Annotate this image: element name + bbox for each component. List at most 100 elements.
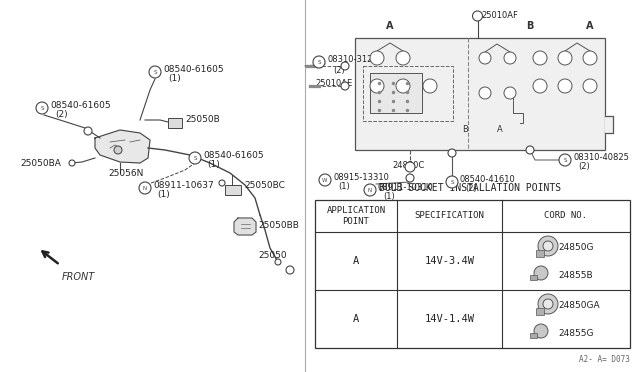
Text: S: S: [317, 60, 321, 64]
Circle shape: [396, 79, 410, 93]
Text: APPLICATION
POINT: APPLICATION POINT: [326, 206, 385, 226]
Text: 25010AF: 25010AF: [481, 10, 518, 19]
Bar: [225, 185, 241, 195]
Text: (1): (1): [383, 192, 395, 202]
Text: SPECIFICATION: SPECIFICATION: [415, 212, 484, 221]
Bar: [530, 275, 537, 280]
Text: B: B: [462, 125, 468, 134]
Text: 14V-1.4W: 14V-1.4W: [424, 314, 474, 324]
Bar: [355, 38, 605, 150]
Text: 08540-41610: 08540-41610: [460, 174, 516, 183]
Text: B: B: [526, 21, 534, 31]
Text: FRONT: FRONT: [62, 272, 95, 282]
Circle shape: [370, 79, 384, 93]
Text: N: N: [368, 187, 372, 192]
Text: 24850G: 24850G: [558, 244, 593, 253]
Polygon shape: [95, 130, 150, 163]
Circle shape: [286, 266, 294, 274]
Text: S: S: [40, 106, 44, 110]
Text: (2): (2): [578, 163, 589, 171]
Circle shape: [313, 56, 325, 68]
Bar: [536, 308, 544, 315]
Text: 08915-13310: 08915-13310: [333, 173, 389, 182]
Circle shape: [526, 146, 534, 154]
Circle shape: [543, 241, 553, 251]
Circle shape: [504, 87, 516, 99]
Text: S: S: [563, 157, 567, 163]
Circle shape: [504, 52, 516, 64]
Text: 25050B: 25050B: [185, 115, 220, 125]
Circle shape: [149, 66, 161, 78]
Bar: [168, 118, 182, 128]
Text: S: S: [193, 155, 196, 160]
Text: (2): (2): [465, 185, 477, 193]
Circle shape: [448, 149, 456, 157]
Text: 25050BA: 25050BA: [20, 158, 61, 167]
Text: S: S: [153, 70, 157, 74]
Text: 25050: 25050: [258, 250, 287, 260]
Text: (1): (1): [338, 183, 349, 192]
Text: (1): (1): [157, 190, 170, 199]
Circle shape: [69, 160, 75, 166]
Polygon shape: [605, 116, 613, 133]
Text: 08911-10637: 08911-10637: [153, 180, 214, 189]
Circle shape: [370, 51, 384, 65]
Circle shape: [341, 82, 349, 90]
Circle shape: [558, 79, 572, 93]
Circle shape: [543, 299, 553, 309]
Text: (1): (1): [168, 74, 180, 83]
Text: 25056N: 25056N: [108, 169, 143, 177]
Text: 24850C: 24850C: [392, 160, 424, 170]
Text: A: A: [353, 256, 359, 266]
Polygon shape: [234, 218, 256, 235]
Text: 08540-61605: 08540-61605: [203, 151, 264, 160]
Text: S: S: [451, 180, 454, 185]
Circle shape: [189, 152, 201, 164]
Circle shape: [534, 266, 548, 280]
Circle shape: [275, 259, 281, 265]
Text: A: A: [586, 21, 594, 31]
Text: (2): (2): [333, 65, 345, 74]
Text: 08540-61605: 08540-61605: [163, 64, 223, 74]
Circle shape: [472, 11, 483, 21]
Circle shape: [423, 79, 437, 93]
Circle shape: [533, 79, 547, 93]
Text: 08540-61605: 08540-61605: [50, 100, 111, 109]
Circle shape: [364, 184, 376, 196]
Text: CORD NO.: CORD NO.: [545, 212, 588, 221]
Text: A: A: [497, 125, 503, 134]
Text: 24855B: 24855B: [558, 270, 593, 279]
Circle shape: [479, 52, 491, 64]
Circle shape: [559, 154, 571, 166]
Text: N: N: [143, 186, 147, 190]
Circle shape: [533, 51, 547, 65]
Text: 08310-31225: 08310-31225: [327, 55, 383, 64]
Text: 14V-3.4W: 14V-3.4W: [424, 256, 474, 266]
Text: 24855G: 24855G: [558, 328, 593, 337]
Circle shape: [405, 162, 415, 172]
Circle shape: [319, 174, 331, 186]
Circle shape: [219, 180, 225, 186]
Circle shape: [139, 182, 151, 194]
Circle shape: [583, 51, 597, 65]
Bar: [530, 333, 537, 338]
Circle shape: [538, 236, 558, 256]
Text: (2): (2): [55, 109, 68, 119]
Text: (1): (1): [207, 160, 220, 169]
Text: 08310-40825: 08310-40825: [573, 153, 629, 161]
Text: 25010AE: 25010AE: [315, 80, 352, 89]
Circle shape: [396, 51, 410, 65]
Circle shape: [558, 51, 572, 65]
Text: 08911-10310: 08911-10310: [378, 183, 434, 192]
Text: 24850GA: 24850GA: [558, 301, 600, 311]
Bar: [363, 66, 453, 121]
Text: BULB SOCKET INSTALLATION POINTS: BULB SOCKET INSTALLATION POINTS: [379, 183, 561, 193]
Circle shape: [446, 176, 458, 188]
Circle shape: [479, 87, 491, 99]
Circle shape: [406, 174, 414, 182]
Bar: [536, 250, 544, 257]
Text: W: W: [323, 177, 328, 183]
Bar: [315, 200, 630, 348]
Text: 25050BB: 25050BB: [258, 221, 299, 230]
Text: A2- A= D073: A2- A= D073: [579, 355, 630, 364]
